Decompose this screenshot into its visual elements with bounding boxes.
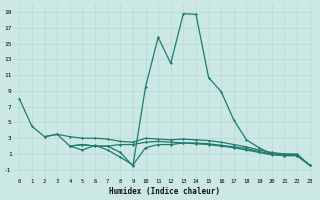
X-axis label: Humidex (Indice chaleur): Humidex (Indice chaleur) <box>109 187 220 196</box>
